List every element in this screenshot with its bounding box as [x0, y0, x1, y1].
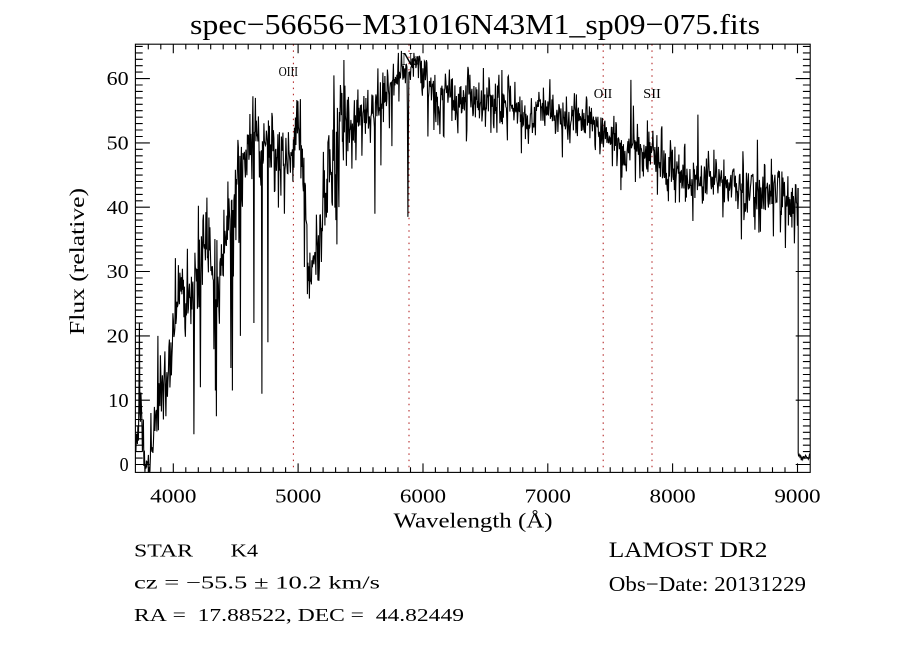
svg-text:spec−56656−M31016N43M1_sp09−07: spec−56656−M31016N43M1_sp09−075.fits — [190, 9, 760, 41]
svg-text:4000: 4000 — [150, 486, 196, 508]
svg-text:OII: OII — [594, 87, 613, 102]
svg-text:10: 10 — [108, 390, 129, 412]
svg-text:LAMOST DR2: LAMOST DR2 — [609, 537, 768, 562]
svg-text:20: 20 — [107, 325, 129, 347]
svg-text:7000: 7000 — [525, 486, 571, 508]
svg-text:50: 50 — [107, 133, 129, 155]
svg-text:8000: 8000 — [650, 486, 696, 508]
svg-text:OIII: OIII — [279, 65, 299, 80]
svg-text:60: 60 — [107, 68, 129, 90]
svg-text:SII: SII — [643, 87, 661, 102]
svg-text:0: 0 — [120, 454, 129, 476]
svg-text:Obs−Date: 20131229: Obs−Date: 20131229 — [609, 572, 806, 596]
svg-text:5000: 5000 — [275, 486, 321, 508]
svg-text:9000: 9000 — [774, 486, 820, 508]
svg-text:STAR: STAR — [134, 541, 193, 561]
svg-text:cz = −55.5 ± 10.2 km/s: cz = −55.5 ± 10.2 km/s — [134, 572, 380, 592]
svg-text:40: 40 — [107, 197, 129, 219]
svg-text:RA = 17.88522, DEC = 44.8244: RA = 17.88522, DEC = 44.82449 — [134, 605, 464, 625]
svg-text:K4: K4 — [231, 541, 258, 561]
svg-text:Wavelength (Å): Wavelength (Å) — [394, 509, 553, 533]
svg-text:Flux (relative): Flux (relative) — [65, 188, 89, 335]
svg-text:30: 30 — [107, 261, 129, 283]
svg-text:Na: Na — [402, 49, 420, 69]
svg-text:6000: 6000 — [400, 486, 446, 508]
